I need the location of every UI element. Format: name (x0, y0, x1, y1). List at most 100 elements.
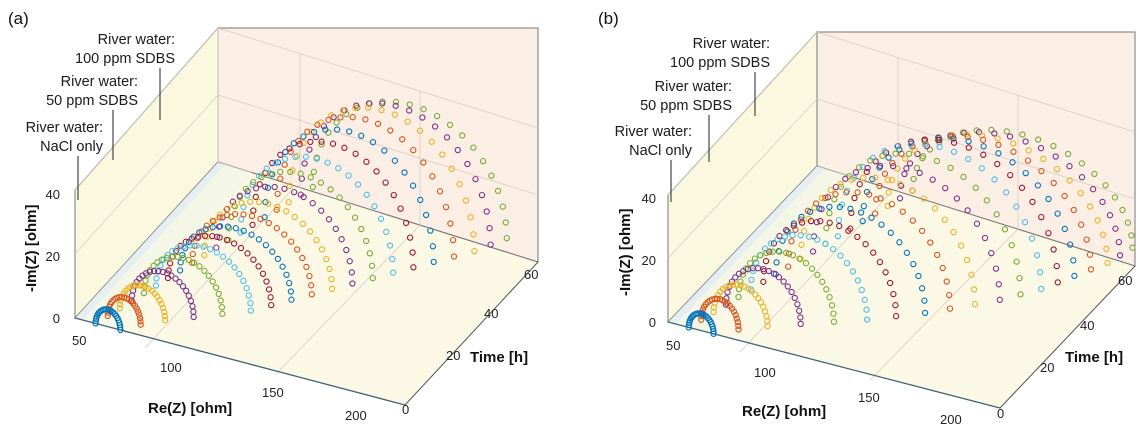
data-point (358, 225, 365, 233)
data-point (964, 207, 971, 214)
data-point (892, 302, 899, 309)
annotation-a-100-line2: 100 ppm SDBS (75, 51, 175, 67)
data-point (921, 309, 929, 317)
annotation-a-nacl: River water: NaCl only (26, 120, 104, 200)
data-point (379, 100, 386, 107)
data-point (995, 281, 1002, 288)
data-point (960, 173, 967, 181)
data-point (724, 289, 731, 296)
data-point (209, 232, 216, 240)
data-point (1091, 170, 1098, 178)
data-point (828, 302, 836, 309)
data-point (257, 215, 264, 223)
data-point (247, 198, 254, 205)
y-axis-label-a: Time [h] (470, 349, 528, 366)
data-point (409, 249, 416, 256)
annotation-b-50-line1: River water: (655, 79, 732, 95)
nacl-slab-b (668, 166, 825, 325)
data-point (953, 195, 961, 202)
data-point (762, 257, 770, 265)
nacl-slab-a (75, 162, 226, 321)
data-point (140, 289, 148, 297)
data-point (252, 193, 259, 201)
data-point (842, 175, 849, 182)
z-tick-a-20: 20 (46, 249, 60, 264)
data-point (442, 203, 450, 211)
data-point (877, 195, 884, 202)
data-point (994, 135, 1001, 142)
data-point (308, 128, 315, 135)
annotation-a-50-line2: 50 ppm SDBS (46, 93, 138, 109)
data-point (1022, 169, 1029, 177)
data-point (812, 200, 820, 207)
data-point (735, 322, 742, 329)
data-point (180, 243, 187, 250)
data-point (161, 317, 169, 324)
data-point (909, 187, 916, 194)
data-point (808, 265, 816, 272)
data-point (299, 254, 306, 262)
data-point (1064, 150, 1072, 158)
data-point (929, 176, 936, 183)
data-point (863, 306, 870, 313)
data-point (92, 317, 99, 325)
data-point (339, 107, 347, 114)
data-point (1053, 165, 1061, 173)
data-point (798, 241, 805, 248)
data-point (732, 274, 739, 281)
data-point (243, 285, 250, 292)
data-point (822, 240, 829, 247)
y-tick-b-60: 60 (1118, 273, 1132, 288)
data-point (267, 170, 274, 177)
data-point (876, 182, 883, 190)
data-point (363, 237, 370, 245)
data-point (901, 170, 908, 178)
data-point (1066, 241, 1074, 248)
data-point (916, 169, 923, 177)
data-point (189, 250, 196, 258)
data-point (304, 128, 311, 135)
data-point (428, 138, 435, 145)
data-point (258, 173, 265, 181)
data-point (733, 315, 740, 322)
y-axis-label-b: Time [h] (1065, 349, 1123, 366)
data-point (879, 152, 886, 160)
data-point (391, 111, 398, 118)
data-point (887, 229, 894, 236)
data-point (1052, 153, 1059, 160)
data-point (1002, 189, 1010, 196)
data-point (995, 141, 1002, 149)
data-point (864, 164, 871, 172)
data-point (306, 146, 313, 153)
data-point (927, 239, 934, 246)
data-point (818, 194, 826, 202)
data-point (845, 227, 852, 234)
data-point (223, 236, 231, 244)
data-point (136, 314, 144, 322)
data-point (368, 262, 376, 269)
data-point (352, 104, 359, 111)
data-point (1050, 142, 1057, 150)
data-point (406, 107, 413, 114)
data-point (201, 242, 209, 249)
data-point (897, 181, 904, 188)
data-point (201, 232, 209, 240)
data-point (761, 245, 769, 252)
data-point (277, 168, 284, 176)
data-point (265, 200, 272, 207)
data-point (283, 208, 290, 215)
data-point (919, 153, 927, 160)
data-point (814, 271, 821, 278)
data-point (410, 146, 417, 154)
data-point (991, 176, 998, 183)
data-point (358, 132, 365, 139)
y-tick-a-0: 0 (402, 402, 409, 417)
data-point (980, 143, 987, 150)
data-point (183, 287, 190, 294)
data-point (732, 311, 739, 319)
data-point (882, 269, 889, 276)
data-point (776, 248, 783, 255)
data-point (892, 313, 900, 320)
data-point (274, 203, 281, 211)
data-point (386, 242, 394, 249)
